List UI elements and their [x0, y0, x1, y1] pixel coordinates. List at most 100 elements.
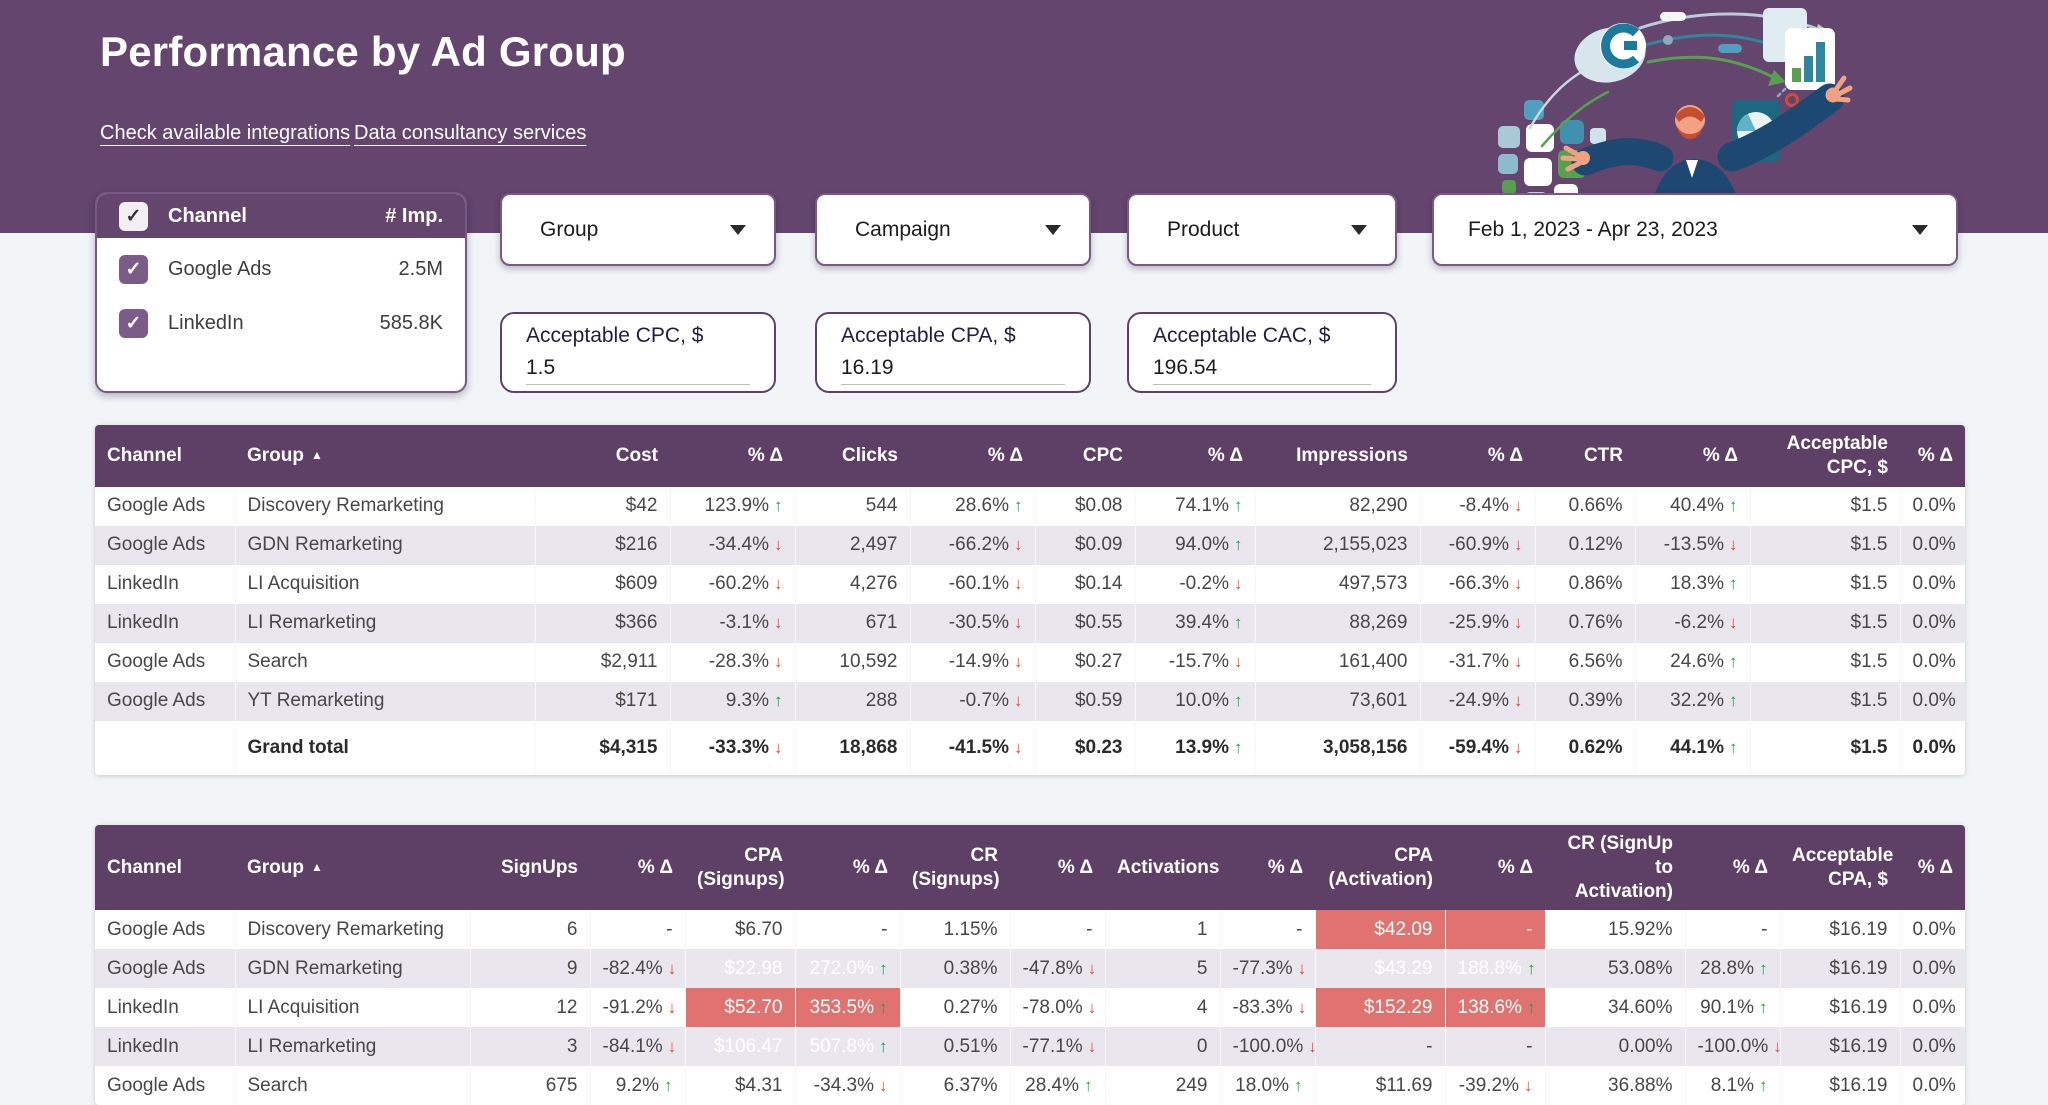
cell: 353.5% ↑	[794, 988, 900, 1028]
column-header[interactable]: CR (Signups)	[900, 825, 1010, 911]
cell: 0.76%	[1534, 603, 1635, 643]
cell: -47.8% ↓	[1009, 949, 1105, 989]
channel-filter-title: Channel	[168, 204, 247, 227]
column-header[interactable]: SignUps	[470, 825, 590, 911]
trend-up-icon: ↑	[879, 958, 888, 978]
channel-item-linkedin[interactable]: ✓ LinkedIn 585.8K	[97, 300, 465, 346]
cell: $1.5	[1749, 642, 1900, 682]
column-header[interactable]: % Δ	[1135, 425, 1255, 487]
date-range-picker[interactable]: Feb 1, 2023 - Apr 23, 2023	[1432, 193, 1958, 266]
cell: -41.5% ↓	[909, 720, 1035, 775]
acceptable-cpc-input[interactable]	[526, 356, 750, 385]
cell: 0.12%	[1534, 525, 1635, 565]
column-header[interactable]: CR (SignUp to Activation)	[1545, 825, 1685, 911]
consultancy-link[interactable]: Data consultancy services	[354, 122, 587, 144]
column-header[interactable]: % Δ	[795, 825, 900, 911]
column-header[interactable]: % Δ	[1900, 425, 1965, 487]
cell: 10.0% ↑	[1134, 681, 1255, 721]
product-dropdown[interactable]: Product	[1127, 193, 1397, 266]
acceptable-cpa-input[interactable]	[841, 356, 1065, 385]
group-dropdown[interactable]: Group	[500, 193, 776, 266]
column-header[interactable]: % Δ	[910, 425, 1035, 487]
page-title: Performance by Ad Group	[100, 28, 626, 75]
trend-up-icon: ↑	[1729, 652, 1738, 671]
table-row: Google Ads YT Remarketing $171 9.3% ↑ 288 -0.7…	[95, 681, 1965, 721]
trend-down-icon: ↓	[1014, 652, 1023, 671]
column-header[interactable]: % Δ	[1445, 825, 1545, 911]
cell: 671	[794, 603, 910, 643]
cell: -34.4% ↓	[669, 525, 795, 565]
cell: -82.4% ↓	[589, 949, 685, 989]
connector-hub-icon	[1574, 23, 1646, 83]
trend-up-icon: ↑	[1729, 496, 1738, 515]
cell: 0.0%	[1899, 949, 1965, 989]
column-header[interactable]: % Δ	[1010, 825, 1105, 911]
impressions-column-label: # Imp.	[385, 204, 443, 227]
trend-down-icon: ↓	[1014, 691, 1023, 710]
checkbox-checked-icon[interactable]: ✓	[119, 308, 148, 338]
column-header[interactable]: CPA (Signups)	[685, 825, 795, 911]
cell: 5	[1104, 949, 1220, 989]
column-header[interactable]: Activations	[1105, 825, 1220, 911]
cell: 18.0% ↑	[1219, 1066, 1315, 1105]
column-header[interactable]: Impressions	[1255, 425, 1420, 487]
column-header[interactable]: % Δ	[670, 425, 795, 487]
checkbox-checked-icon[interactable]: ✓	[119, 254, 148, 284]
column-header[interactable]: CPA (Activation)	[1315, 825, 1445, 911]
column-header[interactable]: % Δ	[1900, 825, 1965, 911]
column-header[interactable]: CTR	[1535, 425, 1635, 487]
cell: Google Ads	[107, 495, 206, 516]
column-header[interactable]: CPC	[1035, 425, 1135, 487]
column-header[interactable]: % Δ	[1220, 825, 1315, 911]
cell: 0.38%	[899, 949, 1010, 989]
cell: Google Ads	[95, 949, 235, 989]
channel-item-google-ads[interactable]: ✓ Google Ads 2.5M	[97, 246, 465, 292]
cell: -78.0% ↓	[1009, 988, 1105, 1028]
column-header[interactable]: Channel	[95, 825, 235, 911]
column-header[interactable]: % Δ	[1635, 425, 1750, 487]
channel-select-all-checkbox[interactable]: ✓	[119, 201, 148, 231]
table-row: Google Ads Discovery Remarketing 6- $6.70-1…	[95, 910, 1965, 950]
trend-down-icon: ↓	[667, 958, 677, 978]
cell: $2,911	[534, 642, 670, 682]
column-header[interactable]: % Δ	[1420, 425, 1535, 487]
cell: $16.19	[1779, 910, 1900, 950]
column-header[interactable]: Group ▲	[235, 425, 535, 487]
cell: 90.1% ↑	[1684, 988, 1780, 1028]
trend-up-icon: ↑	[1014, 496, 1023, 515]
column-header[interactable]: Acceptable CPA, $	[1780, 825, 1900, 911]
table-row: LinkedIn LI Acquisition 12 -91.2% ↓ $52.70 353…	[95, 988, 1965, 1028]
trend-down-icon: ↓	[1087, 997, 1097, 1017]
campaign-dropdown[interactable]: Campaign	[815, 193, 1091, 266]
trend-up-icon: ↑	[879, 997, 888, 1017]
cell: 0.62%	[1534, 720, 1635, 775]
sort-asc-icon: ▲	[311, 447, 323, 462]
column-header[interactable]: Channel	[95, 425, 235, 487]
cell: LI Acquisition	[234, 564, 535, 604]
column-header[interactable]: Group ▲	[235, 825, 470, 911]
cell: Grand total	[234, 720, 535, 775]
column-header[interactable]: Clicks	[795, 425, 910, 487]
cell: 161,400	[1254, 642, 1420, 682]
cell: 0.0%	[1899, 486, 1965, 526]
caret-down-icon	[1351, 224, 1367, 235]
trend-down-icon: ↓	[1014, 613, 1023, 632]
acceptable-cac-input[interactable]	[1153, 356, 1371, 385]
cell: -33.3% ↓	[669, 720, 795, 775]
column-header[interactable]: Cost	[535, 425, 670, 487]
cell: GDN Remarketing	[234, 949, 470, 989]
cell: -	[1444, 1027, 1545, 1067]
cell: Google Ads	[107, 651, 206, 672]
integrations-link[interactable]: Check available integrations	[100, 122, 351, 144]
cell: 8.1% ↑	[1684, 1066, 1780, 1105]
column-header[interactable]: % Δ	[1685, 825, 1780, 911]
cell: -30.5% ↓	[909, 603, 1035, 643]
cell: $0.09	[1034, 525, 1135, 565]
column-header[interactable]: % Δ	[590, 825, 685, 911]
acceptable-cpc-label: Acceptable CPC, $	[526, 324, 704, 347]
trend-down-icon: ↓	[774, 737, 783, 757]
cell: 0.39%	[1534, 681, 1635, 721]
column-header[interactable]: Acceptable CPC, $	[1750, 425, 1900, 487]
cell: 0	[1104, 1027, 1220, 1067]
